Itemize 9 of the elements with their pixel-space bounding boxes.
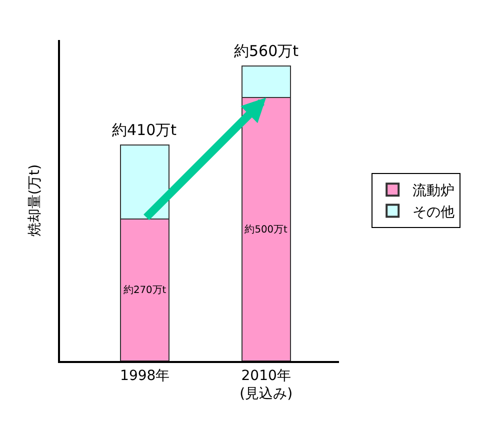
x-tick-label: 1998年 [120, 368, 170, 384]
total-label: 約410万t [112, 121, 177, 139]
data-label: 約270万t [123, 285, 166, 296]
legend-label: 流動炉 [412, 183, 455, 200]
y-axis-title: 焼却量(万t) [27, 164, 44, 237]
total-label: 約560万t [234, 42, 299, 60]
data-label: 約500万t [244, 224, 288, 236]
legend-label: その他 [412, 204, 455, 220]
x-tick-label: 2010年 (見込み) [240, 368, 293, 402]
